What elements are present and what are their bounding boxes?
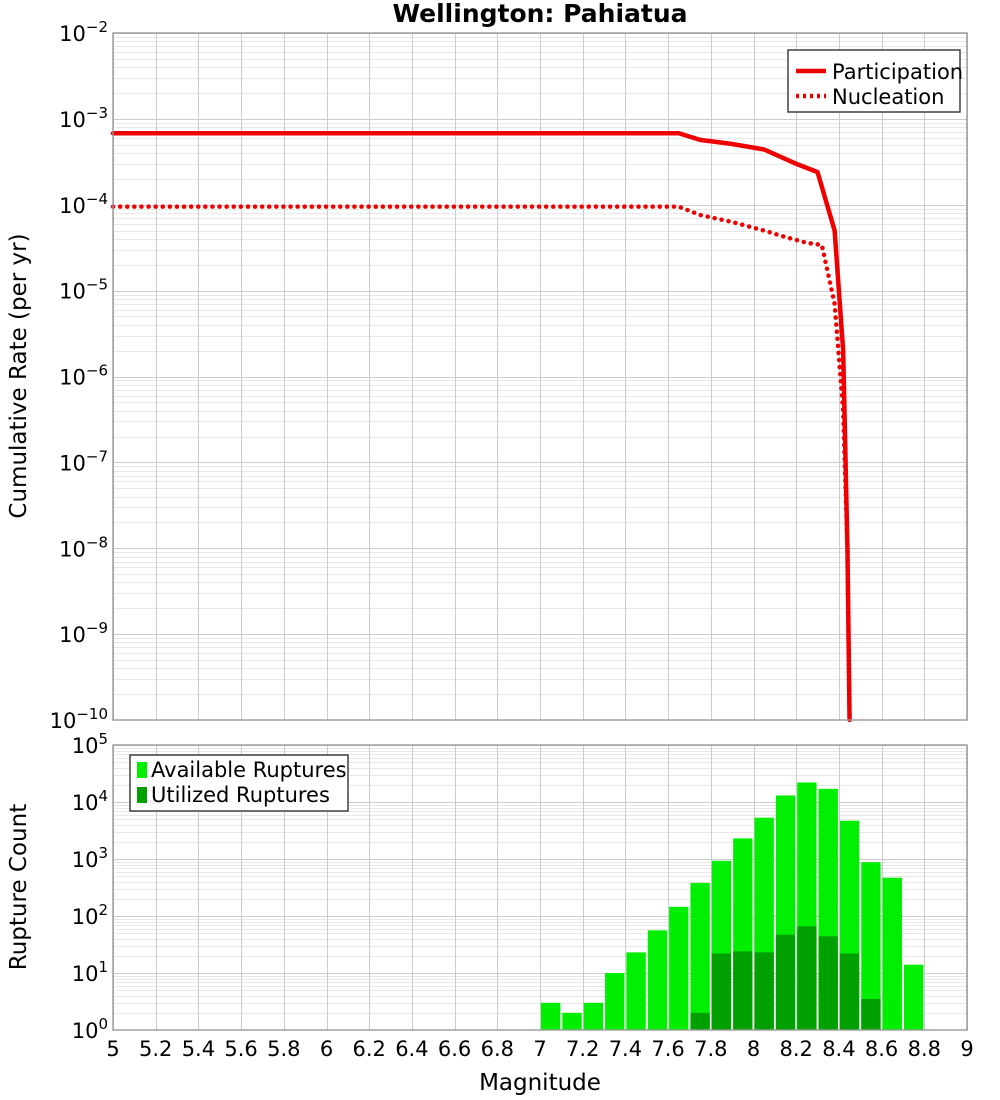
x-tick-label: 7 — [533, 1037, 546, 1061]
x-tick-label: 8 — [747, 1037, 760, 1061]
top-panel-y-tick-labels: 10−2 10−3 10−4 10−5 10−6 10−7 10−8 10−9 10−10 — [50, 18, 108, 733]
y-tick-label: 10−2 — [59, 18, 108, 46]
y-tick-label: 10−3 — [59, 104, 108, 132]
top-panel-legend[interactable]: Participation Nucleation — [788, 50, 963, 112]
top-panel-y-axis-label: Cumulative Rate (per yr) — [6, 233, 32, 518]
bar-utilized-ruptures — [712, 953, 731, 1030]
x-tick-label: 7.6 — [651, 1037, 684, 1061]
figure-root: Wellington: Pahiatua 10−210−310−410−510−… — [0, 0, 1000, 1100]
bottom-panel-legend[interactable]: Available Ruptures Utilized Ruptures — [130, 755, 348, 811]
x-tick-label: 8.4 — [822, 1037, 855, 1061]
x-tick-label: 7.8 — [694, 1037, 727, 1061]
bottom-panel-x-tick-labels: 5 5.2 5.4 5.6 5.8 6 6.2 6.4 6.6 6.8 7 7.2 7.4 7.6 7.8 8… — [106, 1037, 973, 1061]
bottom-panel: 105 104 103 102 101 100 Rupture Count 5 5.2 5.4… — [6, 730, 974, 1096]
bar-available-ruptures — [904, 965, 923, 1030]
page-title: Wellington: Pahiatua — [392, 0, 687, 28]
bar-utilized-ruptures — [733, 951, 752, 1030]
x-tick-label: 5.6 — [224, 1037, 257, 1061]
bar-available-ruptures — [648, 930, 667, 1030]
y-tick-label: 103 — [72, 844, 108, 872]
bar-available-ruptures — [883, 878, 902, 1030]
x-axis-label: Magnitude — [479, 1070, 601, 1096]
y-tick-label: 101 — [72, 958, 108, 986]
chart-canvas: Wellington: Pahiatua 10−210−310−410−510−… — [0, 0, 1000, 1100]
y-tick-label: 10−10 — [50, 705, 108, 733]
y-tick-label: 10−4 — [59, 190, 108, 218]
legend-label-available-ruptures: Available Ruptures — [151, 758, 347, 782]
y-tick-label: 10−5 — [59, 276, 108, 304]
bar-utilized-ruptures — [797, 926, 816, 1030]
bar-available-ruptures — [626, 952, 645, 1030]
y-tick-label: 100 — [72, 1015, 108, 1043]
top-panel-vertical-gridlines — [114, 33, 968, 720]
bar-available-ruptures — [690, 883, 709, 1030]
y-tick-label: 105 — [72, 730, 108, 758]
top-panel: 10−2 10−3 10−4 10−5 10−6 10−7 10−8 10−9 10−10 Cu… — [6, 18, 968, 733]
x-tick-label: 7.4 — [609, 1037, 642, 1061]
bar-available-ruptures — [605, 973, 624, 1030]
x-tick-label: 8.6 — [865, 1037, 898, 1061]
bar-available-ruptures — [541, 1003, 560, 1030]
legend-label-utilized-ruptures: Utilized Ruptures — [151, 783, 330, 807]
x-tick-label: 6.2 — [352, 1037, 385, 1061]
y-tick-label: 102 — [72, 901, 108, 929]
x-tick-label: 6.4 — [395, 1037, 428, 1061]
y-tick-label: 104 — [72, 787, 108, 815]
bar-available-ruptures — [562, 1013, 581, 1030]
bar-available-ruptures — [669, 907, 688, 1030]
x-tick-label: 5 — [106, 1037, 119, 1061]
available-ruptures-swatch — [137, 762, 147, 778]
x-tick-label: 5.2 — [139, 1037, 172, 1061]
bottom-panel-y-tick-labels: 105 104 103 102 101 100 — [72, 730, 108, 1043]
bar-utilized-ruptures — [819, 936, 838, 1030]
bottom-panel-y-axis-label: Rupture Count — [6, 804, 32, 970]
y-tick-label: 10−6 — [59, 362, 108, 390]
bar-utilized-ruptures — [861, 999, 880, 1030]
x-tick-label: 7.2 — [566, 1037, 599, 1061]
x-tick-label: 6.8 — [481, 1037, 514, 1061]
legend-label-participation: Participation — [832, 60, 963, 84]
x-tick-label: 8.8 — [908, 1037, 941, 1061]
x-tick-label: 9 — [960, 1037, 973, 1061]
bar-utilized-ruptures — [776, 935, 795, 1030]
x-tick-label: 6 — [320, 1037, 333, 1061]
x-tick-label: 6.6 — [438, 1037, 471, 1061]
x-tick-label: 5.4 — [182, 1037, 215, 1061]
y-tick-label: 10−8 — [59, 533, 108, 561]
x-tick-label: 8.2 — [779, 1037, 812, 1061]
utilized-ruptures-swatch — [137, 787, 147, 803]
bar-available-ruptures — [584, 1003, 603, 1030]
legend-label-nucleation: Nucleation — [832, 85, 944, 109]
bar-utilized-ruptures — [690, 1013, 709, 1030]
x-tick-label: 5.8 — [267, 1037, 300, 1061]
y-tick-label: 10−7 — [59, 447, 108, 475]
bar-utilized-ruptures — [755, 952, 774, 1030]
y-tick-label: 10−9 — [59, 619, 108, 647]
bar-utilized-ruptures — [840, 953, 859, 1030]
